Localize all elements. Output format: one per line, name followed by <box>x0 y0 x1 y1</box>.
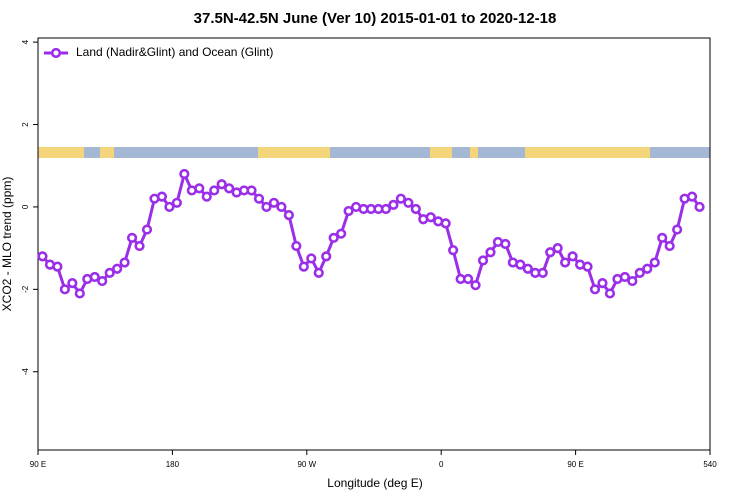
x-axis-label: Longitude (deg E) <box>327 476 422 490</box>
data-point <box>97 275 108 287</box>
data-point <box>477 255 489 266</box>
data-point <box>380 203 392 215</box>
data-point <box>253 193 265 204</box>
data-point <box>52 261 63 272</box>
data-point <box>104 267 115 278</box>
data-point <box>567 251 578 262</box>
data-point <box>522 263 533 274</box>
y-tick-label: 0 <box>21 204 30 209</box>
data-point <box>74 288 85 299</box>
data-point <box>537 267 548 278</box>
data-point <box>462 273 474 285</box>
y-axis-label: XCO2 - MLO trend (ppm) <box>0 177 14 312</box>
data-point <box>268 197 280 208</box>
data-point <box>201 191 212 202</box>
chart-title: 37.5N-42.5N June (Ver 10) 2015-01-01 to … <box>194 10 557 27</box>
data-point <box>283 210 294 221</box>
data-point <box>642 263 653 274</box>
data-point <box>179 168 190 180</box>
x-tick-label: 90 E <box>567 460 583 469</box>
plot-frame <box>37 37 711 451</box>
data-point <box>388 199 399 210</box>
data-point <box>448 245 459 256</box>
data-point <box>552 243 563 254</box>
data-point <box>336 228 347 239</box>
x-tick-label: 540 <box>703 460 717 469</box>
data-point <box>291 240 302 252</box>
data-point <box>37 251 48 262</box>
data-point <box>59 284 70 295</box>
data-point <box>686 191 698 202</box>
data-point <box>515 259 526 270</box>
data-point <box>664 240 675 252</box>
data-point <box>410 203 421 215</box>
data-point <box>119 257 130 268</box>
data-point <box>619 271 630 283</box>
data-point <box>156 191 168 202</box>
x-tick-label: 0 <box>439 460 444 469</box>
data-point <box>321 251 332 262</box>
data-point <box>589 284 601 295</box>
data-point <box>627 275 638 287</box>
data-point <box>500 238 511 250</box>
y-tick-label: -2 <box>21 285 30 293</box>
x-tick-label: 180 <box>166 460 180 469</box>
data-point <box>395 193 406 204</box>
data-point <box>194 183 205 194</box>
data-point <box>216 179 227 190</box>
data-point <box>634 267 645 278</box>
data-point <box>343 205 354 217</box>
data-point <box>306 253 317 264</box>
data-point <box>470 280 481 291</box>
legend-label: Land (Nadir&Glint) and Ocean (Glint) <box>76 45 273 59</box>
data-point <box>672 224 683 235</box>
data-point <box>134 240 145 252</box>
data-point <box>694 201 705 213</box>
y-tick-label: 4 <box>21 39 30 44</box>
data-point <box>141 224 153 235</box>
data-point <box>67 278 78 289</box>
map-strip <box>38 147 710 158</box>
data-point <box>597 278 608 289</box>
data-point <box>89 271 100 283</box>
legend-marker <box>50 47 62 59</box>
data-point <box>560 257 571 268</box>
data-point <box>440 218 451 229</box>
data-point <box>313 267 324 278</box>
x-tick-label: 90 W <box>297 460 316 469</box>
series-line <box>41 172 701 295</box>
data-point <box>657 232 668 243</box>
data-point <box>261 201 272 213</box>
data-point <box>276 201 287 213</box>
y-tick-label: 2 <box>21 122 30 127</box>
data-point <box>545 247 556 258</box>
y-tick-label: -4 <box>21 368 30 376</box>
data-point <box>425 212 436 223</box>
data-point <box>171 197 182 208</box>
data-point <box>485 247 496 258</box>
data-point <box>209 185 220 196</box>
data-point <box>604 288 616 299</box>
data-point <box>224 183 235 194</box>
data-point <box>649 257 660 268</box>
data-point <box>126 232 138 243</box>
data-point <box>246 185 257 196</box>
data-point <box>298 261 309 272</box>
data-point <box>164 201 175 213</box>
x-tick-label: 90 E <box>30 460 46 469</box>
data-point <box>582 261 593 272</box>
data-point <box>328 232 339 243</box>
data-point <box>112 263 123 274</box>
data-point <box>403 197 414 208</box>
